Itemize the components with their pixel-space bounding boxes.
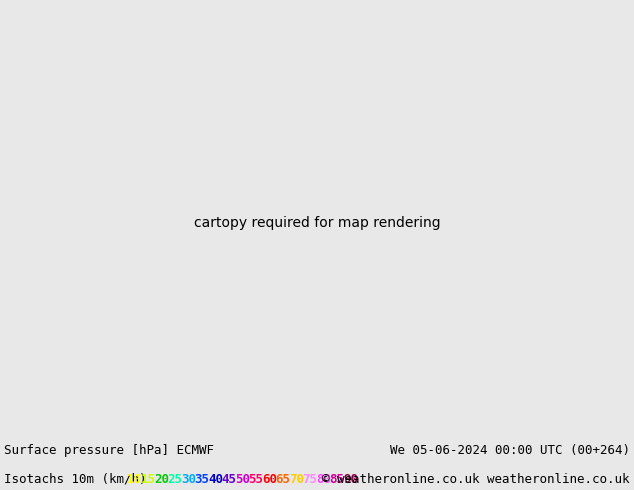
Text: 65: 65 [276,473,290,486]
Text: 35: 35 [195,473,209,486]
Text: 25: 25 [167,473,183,486]
Text: Surface pressure [hPa] ECMWF: Surface pressure [hPa] ECMWF [4,444,214,457]
Text: 15: 15 [141,473,155,486]
Text: 90: 90 [343,473,358,486]
Text: 40: 40 [208,473,223,486]
Text: 85: 85 [330,473,344,486]
Text: Isotachs 10m (km/h): Isotachs 10m (km/h) [4,473,154,486]
Text: 50: 50 [235,473,250,486]
Text: 20: 20 [154,473,169,486]
Text: 45: 45 [221,473,236,486]
Text: © weatheronline.co.uk weatheronline.co.uk: © weatheronline.co.uk weatheronline.co.u… [323,473,630,486]
Text: 60: 60 [262,473,277,486]
Text: 10: 10 [127,473,142,486]
Text: 70: 70 [289,473,304,486]
Text: We 05-06-2024 00:00 UTC (00+264): We 05-06-2024 00:00 UTC (00+264) [390,444,630,457]
Text: cartopy required for map rendering: cartopy required for map rendering [194,216,440,230]
Text: 55: 55 [249,473,264,486]
Text: 30: 30 [181,473,196,486]
Text: 80: 80 [316,473,331,486]
Text: 75: 75 [302,473,318,486]
